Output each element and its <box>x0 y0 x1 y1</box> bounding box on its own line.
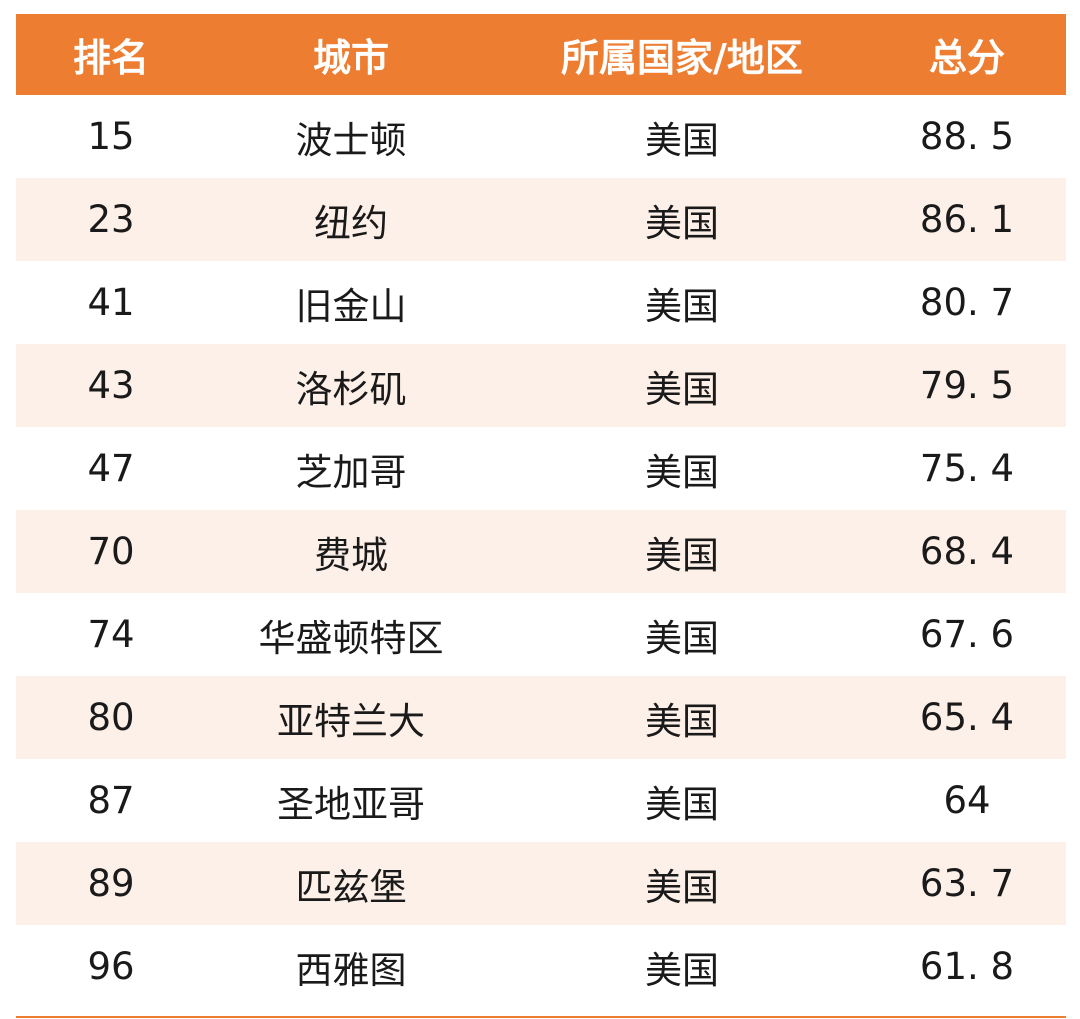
table-row: 80 亚特兰大 美国 65. 4 <box>16 676 1066 759</box>
header-city: 城市 <box>312 36 389 80</box>
rank-cell: 41 <box>87 281 135 324</box>
header-score: 总分 <box>928 36 1005 80</box>
city-cell: 波士顿 <box>295 118 407 162</box>
city-cell: 旧金山 <box>295 284 407 328</box>
score-cell: 63. 7 <box>919 862 1015 905</box>
score-cell: 88. 5 <box>919 115 1015 158</box>
country-cell: 美国 <box>645 699 719 743</box>
country-cell: 美国 <box>645 948 719 992</box>
city-cell: 芝加哥 <box>295 450 407 494</box>
rank-cell: 15 <box>87 115 135 158</box>
rank-cell: 89 <box>87 862 135 905</box>
country-cell: 美国 <box>645 201 719 245</box>
country-cell: 美国 <box>645 616 719 660</box>
score-cell: 75. 4 <box>919 447 1015 490</box>
city-cell: 圣地亚哥 <box>277 782 425 826</box>
city-cell: 费城 <box>314 533 388 577</box>
rank-cell: 43 <box>87 364 135 407</box>
table-row: 15 波士顿 美国 88. 5 <box>16 95 1066 178</box>
country-cell: 美国 <box>645 782 719 826</box>
city-cell: 华盛顿特区 <box>258 616 444 660</box>
city-cell: 洛杉矶 <box>295 367 407 411</box>
table-bottom-rule <box>16 1016 1066 1018</box>
rank-cell: 80 <box>87 696 135 739</box>
table-row: 41 旧金山 美国 80. 7 <box>16 261 1066 344</box>
country-cell: 美国 <box>645 865 719 909</box>
table-row: 23 纽约 美国 86. 1 <box>16 178 1066 261</box>
table-row: 70 费城 美国 68. 4 <box>16 510 1066 593</box>
header-country: 所属国家/地区 <box>561 36 803 80</box>
rank-cell: 87 <box>87 779 135 822</box>
country-cell: 美国 <box>645 284 719 328</box>
city-cell: 亚特兰大 <box>277 699 425 743</box>
country-cell: 美国 <box>645 367 719 411</box>
table-row: 89 匹兹堡 美国 63. 7 <box>16 842 1066 925</box>
city-cell: 西雅图 <box>295 948 407 992</box>
score-cell: 86. 1 <box>919 198 1015 241</box>
score-cell: 68. 4 <box>919 530 1015 573</box>
score-cell: 79. 5 <box>919 364 1015 407</box>
score-cell: 65. 4 <box>919 696 1015 739</box>
city-ranking-table: 排名 城市 所属国家/地区 总分 15 波士顿 美国 88. 5 23 纽约 美… <box>16 14 1066 1018</box>
rank-cell: 74 <box>87 613 135 656</box>
table-row: 47 芝加哥 美国 75. 4 <box>16 427 1066 510</box>
country-cell: 美国 <box>645 450 719 494</box>
city-cell: 纽约 <box>314 201 388 245</box>
score-cell: 80. 7 <box>919 281 1015 324</box>
header-rank: 排名 <box>72 36 149 80</box>
score-cell: 67. 6 <box>919 613 1015 656</box>
table-row: 96 西雅图 美国 61. 8 <box>16 925 1066 1008</box>
table-header: 排名 城市 所属国家/地区 总分 <box>16 14 1066 95</box>
score-cell: 61. 8 <box>919 945 1015 988</box>
rank-cell: 70 <box>87 530 135 573</box>
city-cell: 匹兹堡 <box>295 865 407 909</box>
country-cell: 美国 <box>645 533 719 577</box>
rank-cell: 47 <box>87 447 135 490</box>
rank-cell: 96 <box>87 945 135 988</box>
table-row: 74 华盛顿特区 美国 67. 6 <box>16 593 1066 676</box>
rank-cell: 23 <box>87 198 135 241</box>
table-row: 43 洛杉矶 美国 79. 5 <box>16 344 1066 427</box>
table-row: 87 圣地亚哥 美国 64 <box>16 759 1066 842</box>
score-cell: 64 <box>943 779 991 822</box>
country-cell: 美国 <box>645 118 719 162</box>
